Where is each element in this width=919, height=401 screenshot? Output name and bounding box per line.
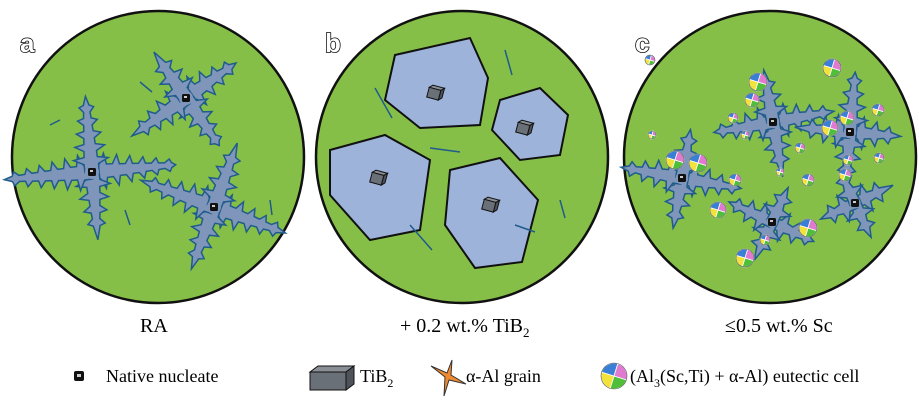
legend: Native nucleate TiB2 α-Al grain (Al3(Sc,… — [74, 360, 859, 396]
nucleate-hl — [853, 201, 856, 203]
nucleate-hl — [848, 130, 851, 132]
eutectic-icon — [601, 363, 627, 389]
nucleate-hl — [680, 176, 683, 178]
panel-label: c — [635, 28, 649, 58]
panel-label: b — [325, 28, 341, 58]
caption: + 0.2 wt.% TiB2 — [400, 315, 530, 340]
nucleate-hl — [90, 170, 93, 172]
legend-text-rest: (Sc,Ti) + α-Al) eutectic cell — [660, 366, 859, 387]
grain-icon — [431, 360, 466, 396]
caption-text: + 0.2 wt.% TiB — [400, 315, 523, 337]
caption-sub: 2 — [523, 325, 530, 340]
nucleate-hl — [771, 120, 774, 122]
figure: a b c RA + 0.2 wt.% TiB2 ≤0.5 wt.% Sc Na… — [0, 0, 919, 401]
nucleate-icon-hl — [77, 374, 81, 377]
legend-text-main: TiB — [360, 366, 387, 386]
panel-label: a — [20, 28, 35, 58]
legend-sub: 2 — [387, 376, 393, 390]
legend-text: α-Al grain — [466, 366, 541, 386]
caption: RA — [140, 315, 168, 337]
tib2-front — [310, 372, 346, 390]
nucleate-hl — [184, 96, 187, 98]
nucleate-hl — [212, 205, 215, 207]
legend-text-main: (Al — [630, 366, 654, 387]
nucleate-hl — [770, 220, 773, 222]
legend-text: (Al3(Sc,Ti) + α-Al) eutectic cell — [630, 366, 859, 390]
page: a b c RA + 0.2 wt.% TiB2 ≤0.5 wt.% Sc Na… — [0, 0, 919, 401]
caption: ≤0.5 wt.% Sc — [725, 315, 833, 337]
legend-text: TiB2 — [360, 366, 393, 390]
legend-text: Native nucleate — [106, 366, 218, 386]
